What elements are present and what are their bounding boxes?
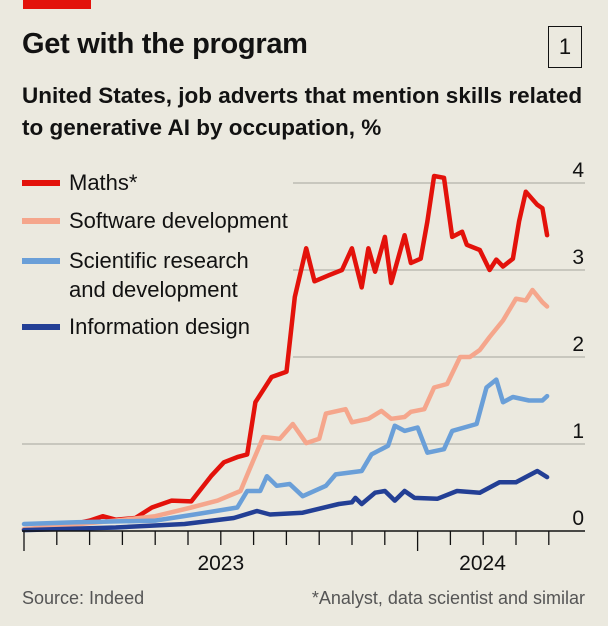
y-tick-label: 4: [572, 159, 584, 182]
legend-swatch: [22, 180, 60, 186]
legend-swatch: [22, 324, 60, 330]
legend-swatch: [22, 218, 60, 224]
series-line-2: [21, 287, 550, 532]
y-tick-label: 0: [572, 507, 584, 530]
series-line-4: [21, 468, 550, 533]
source-note: Source: Indeed: [22, 588, 145, 608]
legend-swatch: [22, 258, 60, 264]
chart-title: Get with the program: [22, 28, 308, 60]
legend-label: Scientific research and development: [69, 248, 249, 302]
x-tick-label: 2023: [197, 552, 244, 575]
x-tick-label: 2024: [459, 552, 506, 575]
y-tick-label: 2: [572, 333, 584, 356]
chart-number-badge: 1: [548, 26, 582, 68]
series-line-3: [21, 377, 550, 527]
legend-label: Maths*: [69, 170, 138, 195]
footnote: *Analyst, data scientist and similar: [311, 588, 585, 608]
chart-subtitle: United States, job adverts that mention …: [22, 83, 583, 140]
series-line-1: [21, 173, 550, 532]
y-tick-label: 3: [572, 246, 584, 269]
legend-label: Information design: [69, 314, 250, 339]
brand-red-bar: [23, 0, 91, 9]
y-tick-label: 1: [572, 420, 584, 443]
legend-label: Software development: [69, 208, 288, 233]
